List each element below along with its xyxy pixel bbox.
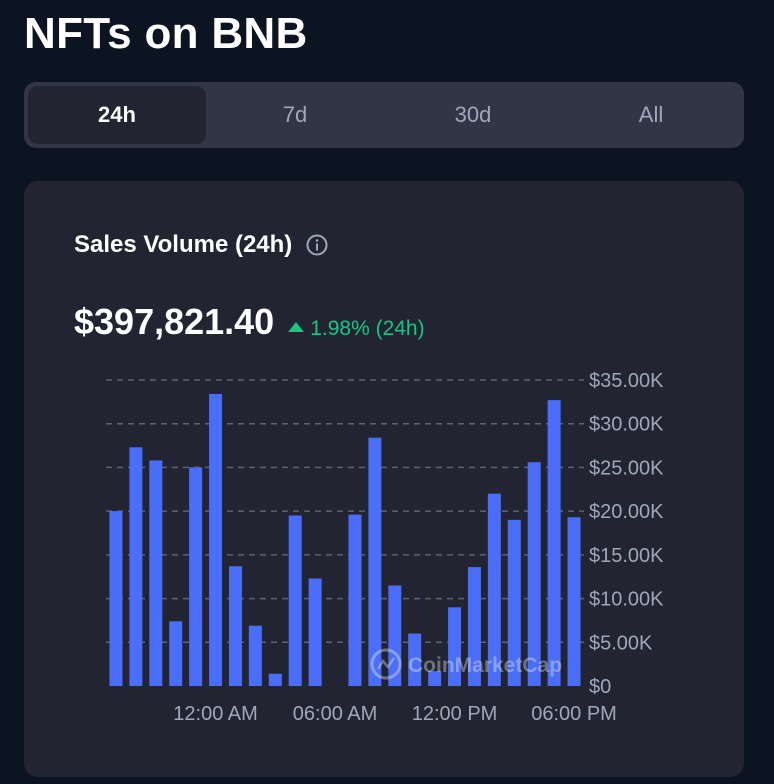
sales-volume-chart: $0 $5.00K $10.00K $15.00K $20.00K $25.00K $30.… [106, 370, 664, 725]
card-title-row: Sales Volume (24h) [74, 231, 328, 259]
x-tick-label: 12:00 PM [412, 703, 498, 725]
bar[interactable] [189, 467, 203, 686]
sales-volume-value: $397,821.40 [74, 301, 275, 342]
bar[interactable] [567, 517, 581, 686]
caret-up-icon [288, 322, 305, 332]
page-title: NFTs on BNB [24, 9, 308, 58]
change-value: 1.98% (24h) [310, 317, 425, 340]
bar[interactable] [368, 437, 382, 686]
tab-24h[interactable]: 24h [28, 86, 206, 144]
y-tick-label: $20.00K [589, 501, 664, 523]
bar[interactable] [448, 607, 462, 686]
x-tick-label: 06:00 PM [531, 703, 617, 725]
y-tick-label: $10.00K [589, 589, 664, 611]
card-title: Sales Volume (24h) [74, 231, 293, 258]
coinmarketcap-logo-icon [370, 648, 402, 680]
x-tick-label: 12:00 AM [173, 703, 258, 725]
y-tick-label: $35.00K [589, 370, 664, 392]
watermark-text: CoinMarketCap [408, 654, 562, 677]
bar[interactable] [129, 447, 143, 686]
coinmarketcap-watermark: CoinMarketCap [370, 648, 562, 680]
bar[interactable] [149, 460, 163, 686]
y-axis-labels: $0 $5.00K $10.00K $15.00K $20.00K $25.00K $30.… [589, 370, 664, 698]
tab-all[interactable]: All [638, 102, 664, 127]
x-tick-label: 06:00 AM [293, 703, 378, 725]
bar[interactable] [428, 671, 442, 686]
time-range-tabs: 24h 7d 30d All [24, 82, 744, 148]
bar[interactable] [487, 493, 501, 686]
y-tick-label: $15.00K [589, 545, 664, 567]
bar[interactable] [507, 519, 521, 686]
tab-30d[interactable]: 30d [454, 102, 492, 127]
bar[interactable] [547, 400, 561, 686]
info-icon[interactable] [306, 234, 328, 256]
bar[interactable] [308, 578, 322, 686]
tab-7d[interactable]: 7d [282, 102, 308, 127]
bar[interactable] [288, 515, 302, 686]
y-tick-label: $0 [589, 676, 611, 698]
bar[interactable] [248, 625, 262, 686]
x-axis-labels: 12:00 AM 06:00 AM 12:00 PM 06:00 PM [173, 703, 617, 725]
bar[interactable] [228, 566, 242, 686]
bar[interactable] [268, 673, 282, 686]
bar[interactable] [388, 585, 402, 686]
bar[interactable] [209, 393, 223, 686]
y-tick-label: $5.00K [589, 632, 653, 654]
bar[interactable] [527, 462, 541, 686]
value-row: $397,821.40 1.98% (24h) [74, 301, 425, 343]
chart-bars [109, 393, 581, 686]
bar[interactable] [467, 567, 481, 686]
chart-grid [106, 379, 584, 644]
y-tick-label: $30.00K [589, 414, 664, 436]
bar[interactable] [348, 514, 362, 686]
bar[interactable] [109, 511, 123, 686]
y-tick-label: $25.00K [589, 457, 664, 479]
coinmarketcap-logo-mark [376, 657, 396, 670]
change-badge: 1.98% (24h) [288, 317, 425, 341]
bar[interactable] [408, 633, 422, 686]
bar[interactable] [169, 621, 183, 686]
sales-volume-card: Sales Volume (24h) $397,821.40 1.98% (24… [24, 181, 744, 777]
